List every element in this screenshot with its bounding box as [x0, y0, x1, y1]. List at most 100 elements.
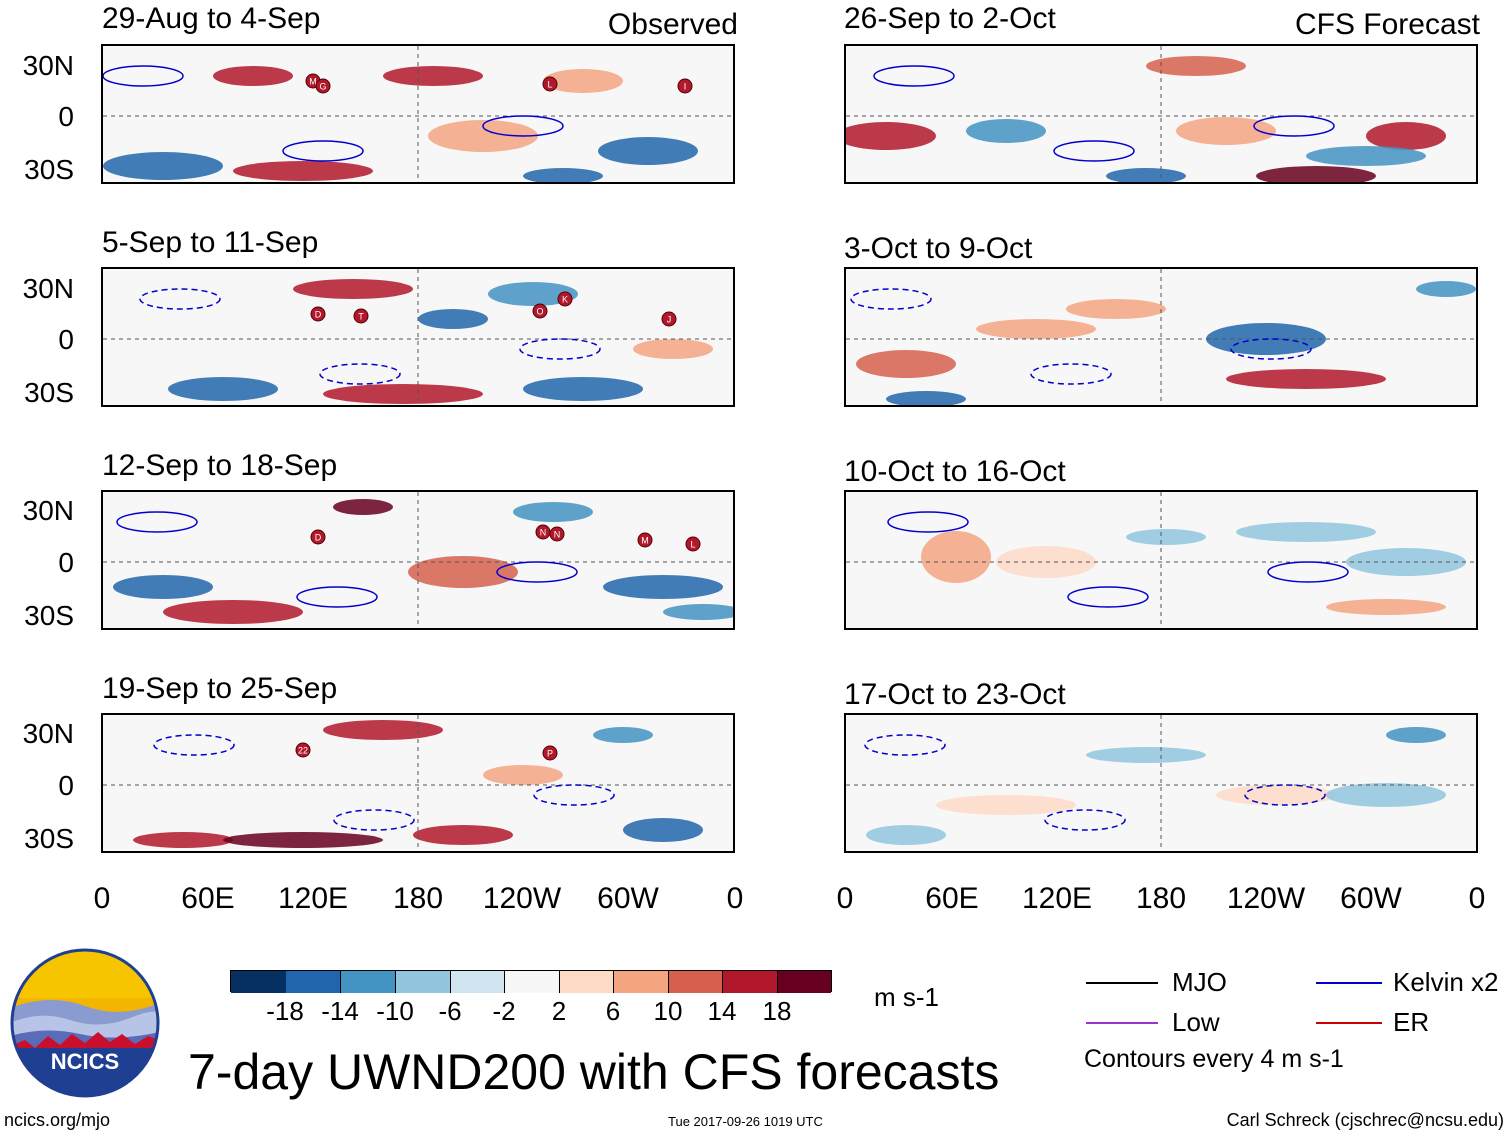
storm-marker-label: L	[547, 80, 552, 90]
storm-marker-label: P	[547, 749, 553, 759]
storm-marker-label: M	[641, 536, 649, 546]
anomaly-shading	[1106, 168, 1186, 182]
kelvin-contour	[482, 115, 564, 137]
colorbar-cell	[341, 971, 396, 993]
kelvin-contour	[333, 809, 415, 831]
colorbar-cell	[231, 971, 287, 993]
panel-title: 12-Sep to 18-Sep	[102, 449, 338, 482]
anomaly-shading	[856, 350, 956, 378]
anomaly-shading	[293, 279, 413, 299]
anomaly-shading	[163, 600, 303, 624]
colorbar-tick-label: -14	[321, 996, 359, 1026]
colorbar-cell	[451, 971, 505, 993]
anomaly-shading	[1386, 727, 1446, 743]
storm-marker: K	[557, 291, 573, 307]
legend-line-kelvin	[1316, 982, 1382, 984]
lat-label-0: 0	[58, 770, 74, 801]
ncics-logo: NCICS	[10, 948, 160, 1098]
kelvin-contour	[1267, 561, 1349, 583]
anomaly-shading	[523, 377, 643, 401]
panel-title: 5-Sep to 11-Sep	[102, 226, 319, 259]
storm-marker: T	[353, 308, 369, 324]
storm-marker: G	[315, 78, 331, 94]
kelvin-contour	[519, 338, 601, 360]
colorbar-cell	[778, 971, 831, 993]
anomaly-shading	[1416, 281, 1476, 297]
legend-line-er	[1316, 1022, 1382, 1024]
lat-label-0: 0	[58, 324, 74, 355]
panel-svg	[846, 46, 1476, 182]
legend-label-er: ER	[1393, 1007, 1430, 1037]
storm-marker-label: I	[684, 82, 687, 92]
anomaly-shading	[113, 575, 213, 599]
storm-marker: P	[542, 745, 558, 761]
anomaly-shading	[418, 309, 488, 329]
anomaly-shading	[976, 319, 1096, 339]
lon-label: 0	[1468, 882, 1486, 915]
storm-marker: D	[310, 529, 326, 545]
anomaly-shading	[1326, 783, 1446, 807]
lon-label: 120W	[1226, 882, 1306, 915]
kelvin-contour	[887, 511, 969, 533]
storm-marker: J	[661, 311, 677, 327]
footer-timestamp: Tue 2017-09-26 1019 UTC	[668, 1114, 823, 1129]
ncics-logo-graphic: NCICS	[10, 948, 160, 1098]
colorbar-cell	[286, 971, 341, 993]
kelvin-contour	[1030, 363, 1112, 385]
colorbar-tick-label: -6	[438, 996, 462, 1026]
anomaly-shading	[408, 556, 518, 588]
colorbar-cell	[723, 971, 778, 993]
kelvin-contour	[1230, 338, 1312, 360]
kelvin-contour	[103, 65, 184, 87]
anomaly-shading	[1306, 146, 1426, 166]
footer-url: ncics.org/mjo	[4, 1110, 111, 1130]
storm-marker: N	[549, 526, 565, 542]
anomaly-shading	[921, 531, 991, 583]
anomaly-shading	[413, 825, 513, 845]
lat-label-30s: 30S	[24, 823, 74, 854]
lat-label-0: 0	[58, 547, 74, 578]
storm-marker-label: K	[562, 295, 568, 305]
lat-label-0: 0	[58, 101, 74, 132]
panel-svg	[846, 269, 1476, 405]
anomaly-shading	[483, 765, 563, 785]
anomaly-shading	[103, 152, 223, 180]
kelvin-contour	[1053, 140, 1135, 162]
kelvin-contour	[282, 140, 364, 162]
storm-marker-label: J	[667, 315, 672, 325]
storm-marker-label: T	[358, 312, 364, 322]
colorbar-tick-label: 18	[762, 996, 792, 1026]
colorbar-units: m s-1	[874, 982, 939, 1012]
anomaly-shading	[1216, 785, 1336, 805]
anomaly-shading	[428, 120, 538, 152]
storm-marker: L	[685, 536, 701, 552]
legend-label-kelvin: Kelvin x2	[1393, 967, 1499, 997]
panel-title: 19-Sep to 25-Sep	[102, 672, 338, 705]
anomaly-shading	[1066, 299, 1166, 319]
legend-label-low: Low	[1172, 1007, 1220, 1037]
lat-label-30s: 30S	[24, 377, 74, 408]
anomaly-shading	[333, 499, 393, 515]
panel-svg	[846, 492, 1476, 628]
storm-marker: N	[535, 524, 551, 540]
map-panel-forecast-2	[844, 267, 1478, 407]
anomaly-shading	[543, 69, 623, 93]
anomaly-shading	[603, 575, 723, 599]
legend-label-mjo: MJO	[1172, 967, 1227, 997]
panel-title: 26-Sep to 2-Oct	[844, 2, 1056, 35]
footer-credit: Carl Schreck (cjschrec@ncsu.edu)	[1226, 1110, 1504, 1130]
storm-marker-label: G	[319, 82, 326, 92]
lon-label: 60W	[1340, 882, 1402, 915]
lon-label: 180	[392, 882, 444, 915]
storm-marker-label: O	[536, 307, 543, 317]
colorbar-cell	[396, 971, 451, 993]
anomaly-shading	[1126, 529, 1206, 545]
lat-label-30n: 30N	[22, 50, 74, 81]
map-panel-observed-4: 22 P	[101, 713, 735, 853]
anomaly-shading	[223, 832, 383, 848]
anomaly-shading	[1236, 522, 1376, 542]
anomaly-shading	[623, 818, 703, 842]
lon-label: 180	[1135, 882, 1187, 915]
